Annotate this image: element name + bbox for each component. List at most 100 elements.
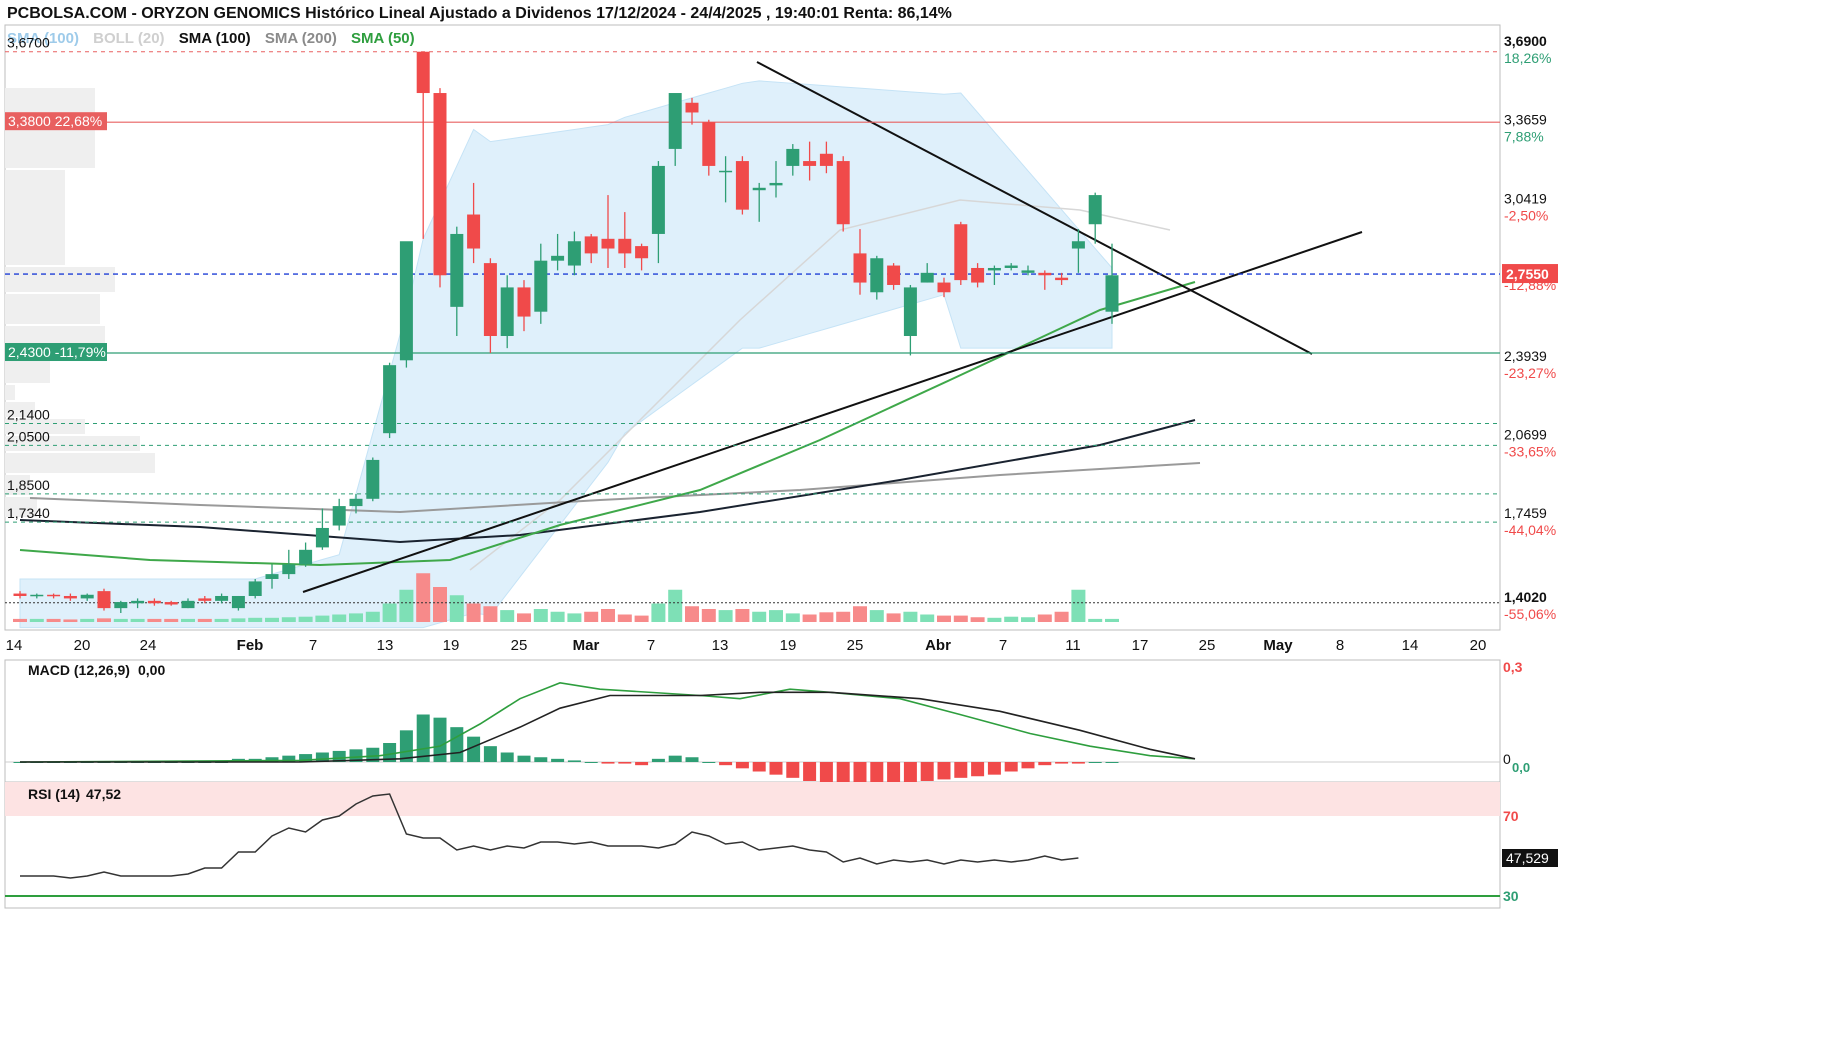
x-tick-label: 7	[309, 637, 317, 654]
rsi-value: 47,52	[86, 786, 121, 802]
macd-histogram-bar	[1038, 762, 1052, 766]
candle	[47, 593, 61, 599]
macd-histogram-bar	[853, 762, 867, 785]
macd-signal-line	[20, 691, 1196, 763]
candle-body	[332, 506, 346, 526]
candle	[1071, 229, 1085, 273]
candle-body	[450, 233, 464, 307]
support-trendline	[302, 231, 1363, 593]
candle	[1038, 270, 1052, 290]
right-axis-price: 3,0419	[1504, 190, 1547, 206]
candle	[299, 542, 313, 567]
x-tick-label: 14	[1402, 637, 1419, 654]
candle	[551, 233, 565, 271]
candle	[954, 221, 968, 285]
macd-histogram-bar	[1055, 762, 1069, 764]
volume-profile-bar	[5, 453, 155, 473]
volume-bar	[517, 613, 531, 622]
candle-body	[1071, 241, 1085, 249]
candle	[618, 212, 632, 268]
right-axis-percent: -23,27%	[1504, 365, 1556, 381]
macd-histogram-bar	[786, 762, 800, 778]
right-axis-price: 2,0699	[1504, 427, 1547, 443]
volume-profile-bar	[5, 402, 35, 417]
macd-histogram-bar	[1105, 762, 1119, 763]
macd-title: MACD (12,26,9)	[28, 662, 130, 678]
macd-histogram-bar	[887, 762, 901, 785]
x-tick-label: 11	[1065, 637, 1081, 654]
x-tick-label: 24	[140, 637, 157, 654]
candle-body	[63, 595, 77, 599]
sma50-line	[19, 281, 1196, 567]
candle	[231, 595, 245, 611]
x-tick-label: 14	[6, 637, 23, 654]
x-tick-label: 17	[1132, 637, 1149, 654]
macd-histogram-bar	[819, 762, 833, 783]
volume-bar	[802, 614, 817, 622]
candle-body	[702, 122, 716, 166]
macd-histogram-bar	[349, 749, 363, 762]
candle	[887, 263, 901, 290]
macd-histogram-bar	[903, 762, 917, 783]
candle	[131, 598, 145, 609]
candle	[534, 243, 548, 324]
candle	[769, 161, 783, 198]
level-label: 2,1400	[7, 406, 50, 422]
candle	[147, 598, 161, 606]
candle	[467, 182, 481, 264]
candle-body	[920, 272, 934, 283]
bollinger-middle-line	[469, 199, 1171, 571]
macd-histogram-bar	[282, 755, 296, 762]
volume-profile-bar	[5, 385, 15, 400]
candle	[635, 243, 649, 271]
volume-bar	[920, 614, 935, 622]
candle-body	[954, 224, 968, 281]
x-tick-label: 20	[1470, 637, 1487, 654]
macd-histogram-bar	[383, 743, 397, 762]
volume-bar	[13, 618, 27, 622]
candle-body	[30, 594, 44, 597]
level-label: 2,4300 -11,79%	[8, 344, 106, 360]
macd-histogram-bar	[567, 760, 581, 762]
volume-profile-bar	[5, 497, 37, 517]
candle	[987, 265, 1001, 285]
candle-body	[181, 600, 195, 609]
volume-bar	[248, 617, 263, 622]
candle-body	[231, 595, 245, 609]
candle	[819, 141, 833, 174]
candle	[517, 280, 531, 332]
last-price-badge	[1502, 264, 1558, 284]
volume-bar	[281, 617, 296, 622]
volume-profile-bar	[5, 294, 100, 324]
candle-body	[635, 246, 649, 259]
candle	[366, 457, 380, 502]
candle	[164, 600, 178, 606]
volume-bar	[416, 573, 431, 622]
candle-body	[282, 564, 296, 575]
volume-bar	[197, 618, 212, 622]
level-label: 2,0500	[7, 428, 50, 444]
macd-histogram-bar	[987, 762, 1001, 775]
candle	[937, 277, 951, 298]
candle-body	[819, 153, 833, 166]
right-axis-percent: -2,50%	[1504, 207, 1548, 223]
volume-bar	[113, 618, 128, 622]
candle-body	[131, 600, 145, 604]
candle	[97, 588, 111, 611]
candle	[450, 226, 464, 337]
candle	[483, 258, 497, 354]
right-axis-price: 3,6900	[1504, 33, 1547, 49]
macd-histogram-bar	[769, 762, 783, 775]
x-tick-label: May	[1263, 637, 1293, 654]
candle-body	[248, 581, 262, 596]
volume-bar	[953, 615, 968, 622]
volume-bar	[349, 613, 363, 622]
volume-bar	[752, 611, 767, 622]
candle-body	[937, 282, 951, 293]
volume-bar	[433, 587, 447, 622]
macd-panel-frame	[4, 659, 1501, 783]
candle-body	[803, 161, 817, 166]
macd-histogram-bar	[601, 762, 615, 764]
macd-histogram-bar	[483, 746, 497, 762]
volume-bar	[903, 611, 918, 622]
